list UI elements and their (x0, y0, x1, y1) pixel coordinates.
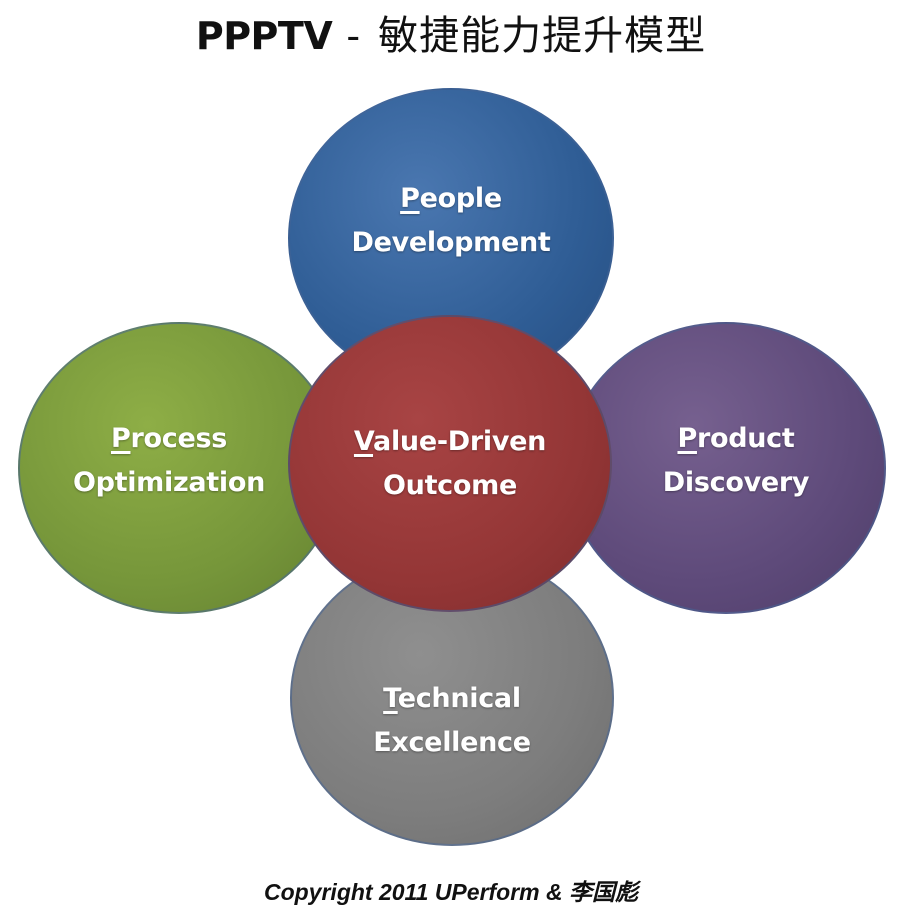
process-line1-rest: rocess (130, 422, 227, 454)
process-line1: Process (73, 417, 265, 461)
process-optimization-label: Process Optimization (73, 417, 265, 505)
product-discovery-label: Product Discovery (662, 417, 810, 505)
product-discovery-circle: Product Discovery (566, 322, 886, 614)
product-line1-rest: roduct (696, 422, 795, 454)
people-development-circle: People Development (288, 88, 614, 388)
product-line2: Discovery (662, 466, 810, 498)
product-initial: P (677, 422, 697, 454)
value-driven-outcome-circle: Value-Driven Outcome (288, 315, 612, 612)
people-development-label: People Development (351, 177, 550, 265)
title-acronym: PPPTV (195, 14, 333, 58)
technical-line1-rest: echnical (397, 682, 521, 714)
people-line2: Development (351, 226, 551, 258)
value-driven-outcome-label: Value-Driven Outcome (354, 420, 546, 508)
title-separator: - (346, 14, 361, 58)
value-line1-rest: alue-Driven (373, 425, 547, 457)
process-line2: Optimization (72, 466, 266, 498)
value-line1: Value-Driven (354, 420, 546, 464)
technical-line2: Excellence (373, 726, 531, 758)
people-line1-rest: eople (419, 182, 503, 214)
diagram-title: PPPTV - 敏捷能力提升模型 (0, 8, 902, 64)
product-line1: Product (663, 417, 809, 461)
process-optimization-circle: Process Optimization (18, 322, 340, 614)
people-initial: P (400, 182, 420, 214)
copyright-notice: Copyright 2011 UPerform & 李国彪 (263, 879, 639, 905)
title-chinese: 敏捷能力提升模型 (378, 13, 707, 59)
value-line2: Outcome (383, 469, 517, 501)
technical-line1: Technical (373, 677, 531, 721)
technical-initial: T (383, 682, 398, 714)
technical-excellence-label: Technical Excellence (373, 677, 531, 765)
people-line1: People (351, 177, 550, 221)
value-initial: V (353, 425, 374, 457)
process-initial: P (110, 422, 131, 454)
